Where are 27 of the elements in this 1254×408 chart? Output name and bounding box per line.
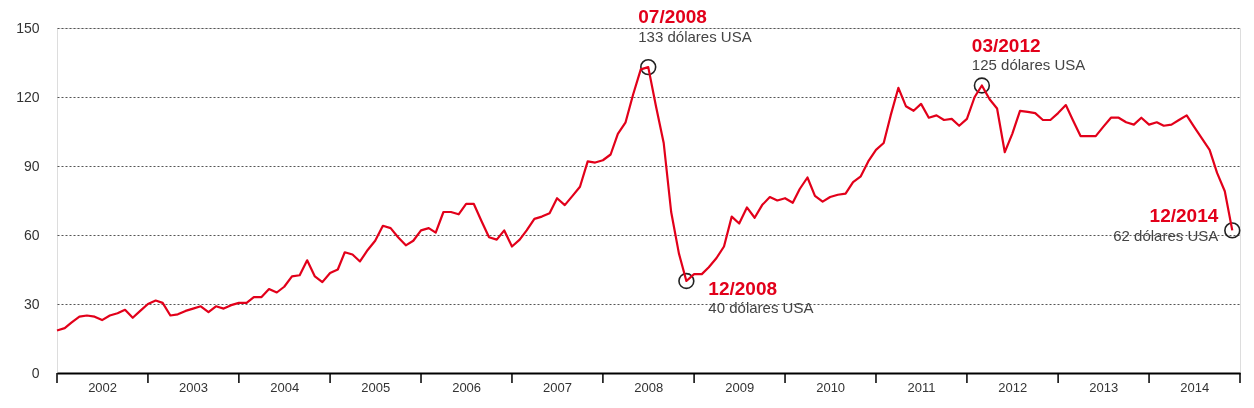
y-tick-label: 120 [16, 88, 40, 105]
y-tick-label: 150 [16, 19, 40, 36]
x-tick-label: 2012 [998, 379, 1028, 395]
x-tick-label: 2002 [88, 379, 118, 395]
y-tick-label: 30 [23, 295, 40, 312]
x-tick-label: 2011 [907, 379, 936, 395]
annotation: 62 dólares USA [1113, 227, 1219, 245]
y-tick-label: 0 [31, 364, 40, 381]
x-tick-label: 2010 [816, 379, 846, 395]
annotation: 133 dólares USA [638, 28, 752, 46]
annotation: 40 dólares USA [708, 299, 814, 316]
annotation: 12/2008 [708, 278, 778, 299]
annotation: 03/2012 [971, 34, 1041, 56]
x-tick-label: 2013 [1089, 379, 1119, 395]
x-tick-label: 2009 [725, 379, 755, 395]
x-tick-label: 2014 [1180, 379, 1210, 395]
annotation: 125 dólares USA [971, 55, 1086, 73]
y-tick-label: 90 [23, 157, 40, 174]
x-tick-label: 2008 [634, 379, 664, 395]
x-tick-label: 2005 [361, 379, 391, 395]
x-tick-label: 2007 [543, 379, 573, 395]
x-tick-label: 2006 [452, 379, 482, 395]
annotation: 12/2014 [1149, 205, 1219, 227]
annotation: 07/2008 [638, 6, 707, 28]
x-tick-label: 2003 [179, 379, 208, 395]
x-tick-label: 2004 [270, 379, 300, 395]
y-tick-label: 60 [23, 226, 40, 243]
